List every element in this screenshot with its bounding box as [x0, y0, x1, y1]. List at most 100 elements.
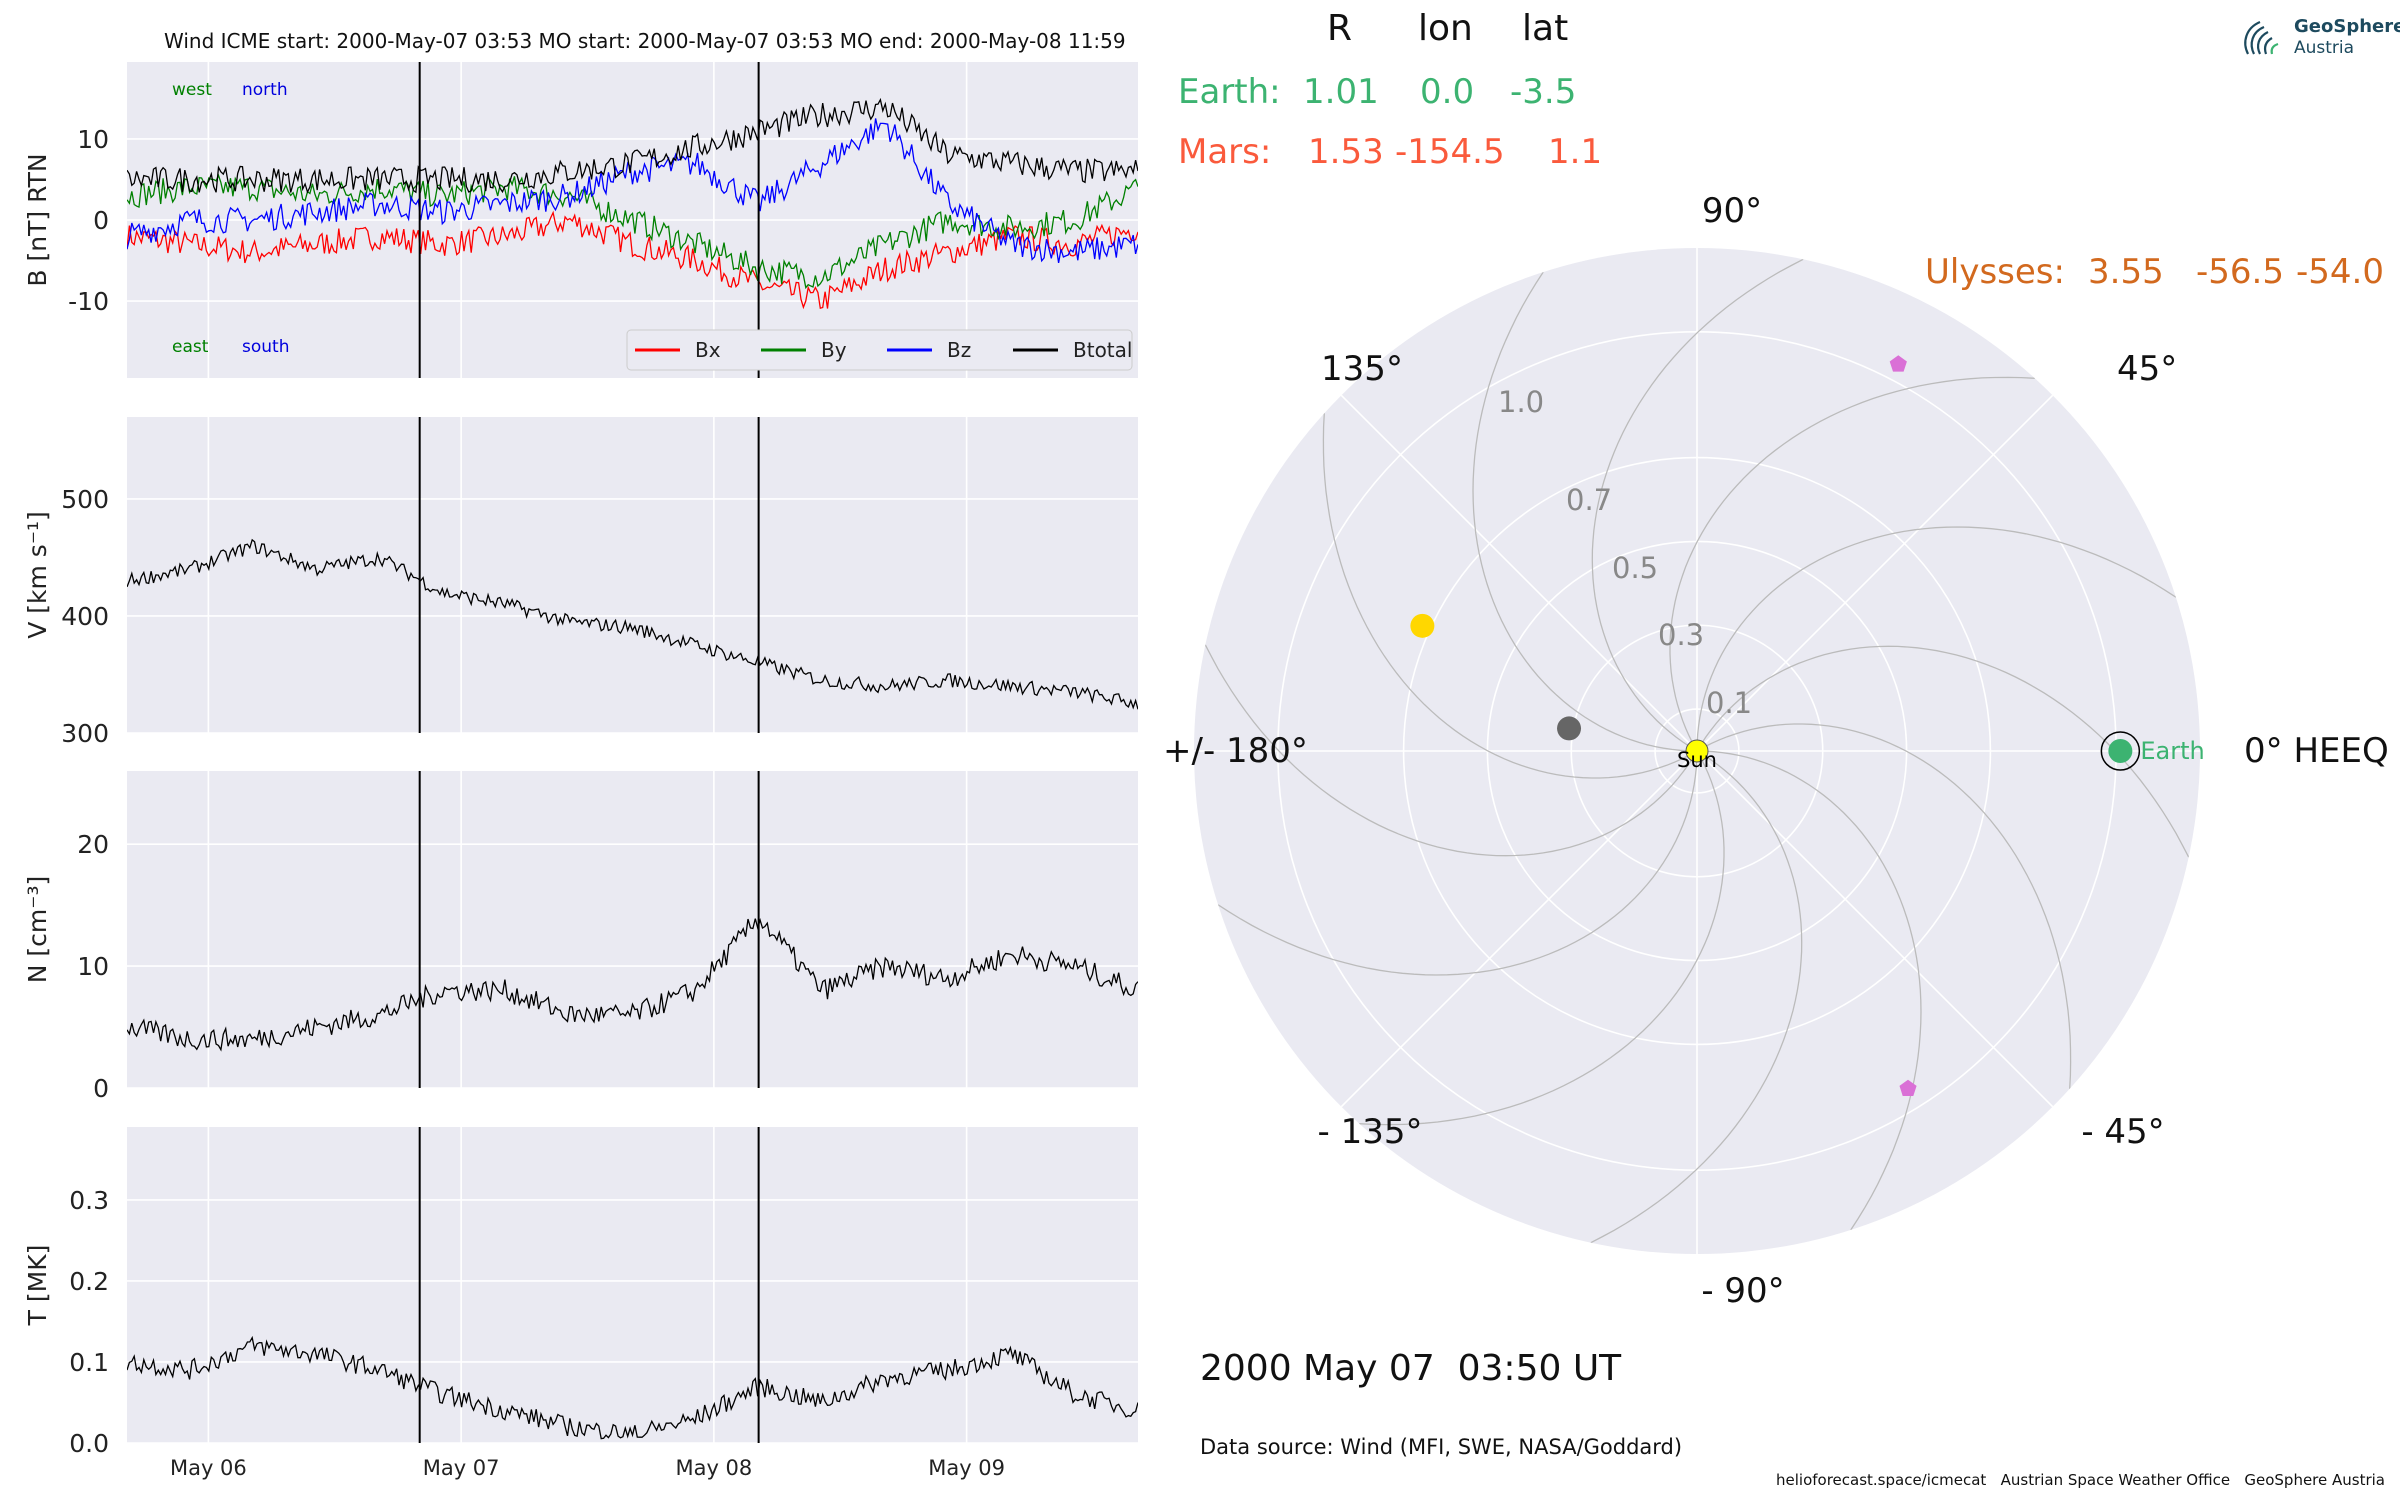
y-tick-label: 0	[93, 1074, 109, 1103]
angle-label: 90°	[1702, 191, 1762, 231]
point-spacecraft-upper	[1889, 355, 1907, 372]
series-line-By	[127, 173, 1138, 290]
table-header-lat: lat	[1522, 8, 1569, 49]
point-label-Sun: Sun	[1677, 748, 1717, 772]
series-line-Btotal	[127, 97, 1138, 194]
x-tick-label: May 09	[928, 1456, 1005, 1480]
ulysses-r: 3.55	[2088, 252, 2164, 292]
point-spacecraft-lower	[1899, 1079, 1917, 1096]
radial-label: 0.3	[1658, 618, 1704, 652]
timestamp: 2000 May 07 03:50 UT	[1200, 1348, 1622, 1389]
parker-spiral-6	[1472, 271, 1698, 752]
series-line-T	[127, 1335, 1138, 1440]
earth-lon: 0.0	[1420, 72, 1475, 112]
legend: Bx By Bz Btotal	[626, 329, 1133, 371]
parker-spiral-4	[1669, 376, 2035, 752]
point-venus	[1410, 613, 1435, 638]
parker-spiral-11	[1590, 750, 1803, 1244]
y-tick-label: 0	[93, 206, 109, 235]
earth-label: Earth:	[1178, 72, 1281, 112]
angle-label: 135°	[1321, 349, 1403, 389]
ulysses-lon: -56.5	[2196, 252, 2284, 292]
annotation-east: east	[172, 337, 209, 357]
y-tick-label: 20	[77, 830, 109, 859]
plot-area-N	[127, 771, 1138, 1088]
panel-T: 0.0 0.1 0.2 0.3 T [MK]	[23, 1127, 1138, 1458]
annotation-south: south	[242, 337, 289, 357]
x-tick-label: May 06	[170, 1456, 247, 1480]
credits: helioforecast.space/icmecat Austrian Spa…	[1776, 1471, 2386, 1489]
parker-spiral-3	[1696, 526, 2177, 752]
parker-spiral-1	[1696, 723, 2072, 1089]
point-mercury	[1557, 716, 1582, 741]
ulysses-lat: -54.0	[2296, 252, 2384, 292]
angle-label: - 135°	[1318, 1112, 1423, 1152]
parker-spiral-10	[1359, 750, 1725, 1126]
y-tick-label: 0.3	[69, 1186, 109, 1215]
radial-label: 1.0	[1498, 385, 1544, 419]
panel-N: 0 10 20 N [cm⁻³]	[23, 771, 1138, 1103]
spoke-5	[1340, 750, 1698, 1108]
legend-frame	[626, 329, 1133, 371]
ulysses-label: Ulysses:	[1925, 252, 2065, 292]
y-tick-label: 0.1	[69, 1348, 109, 1377]
earth-lat: -3.5	[1510, 72, 1577, 112]
panel-B: -10 0 10 B [nT] RTN	[23, 62, 1138, 378]
logo-sub: Austria	[2294, 38, 2355, 58]
x-tick-label: May 07	[423, 1456, 500, 1480]
geosphere-logo: GeoSphere Austria	[2238, 14, 2400, 62]
mars-lon: -154.5	[1395, 132, 1505, 172]
spoke-1	[1696, 394, 2054, 752]
geosphere-logo-icon	[2244, 20, 2279, 55]
data-source: Data source: Wind (MFI, SWE, NASA/Goddar…	[1200, 1435, 1683, 1459]
mars-r: 1.53	[1308, 132, 1384, 172]
y-axis-label: B [nT] RTN	[23, 153, 52, 286]
y-tick-label: 500	[61, 485, 109, 514]
plot-area-T	[127, 1127, 1138, 1443]
spoke-3	[1340, 394, 1698, 752]
parker-spiral-7	[1322, 413, 1698, 779]
table-header-lon: lon	[1418, 8, 1473, 49]
legend-label-Bx: Bx	[695, 338, 721, 362]
y-axis-label: V [km s⁻¹]	[23, 511, 52, 639]
angle-label: +/- 180°	[1163, 731, 1308, 771]
mars-label: Mars:	[1178, 132, 1272, 172]
y-tick-label: 0.0	[69, 1429, 109, 1458]
y-tick-label: 0.2	[69, 1267, 109, 1296]
y-tick-label: 10	[77, 125, 109, 154]
earth-r: 1.01	[1303, 72, 1379, 112]
y-tick-label: 300	[61, 719, 109, 748]
series-line-Bz	[127, 118, 1138, 264]
annotation-west: west	[172, 80, 212, 100]
y-axis-label: N [cm⁻³]	[23, 876, 52, 983]
point-Earth	[2108, 739, 2133, 763]
angle-label: 0° HEEQ	[2244, 731, 2389, 771]
logo-name: GeoSphere	[2294, 16, 2400, 37]
parker-spiral-5	[1591, 258, 1804, 752]
series-line-Bx	[127, 210, 1138, 310]
legend-label-Btotal: Btotal	[1073, 338, 1132, 362]
angle-label: 45°	[2117, 349, 2177, 389]
series-line-N	[127, 917, 1138, 1052]
table-header-r: R	[1327, 8, 1353, 49]
plot-area-V	[127, 417, 1138, 733]
angle-label: - 45°	[2081, 1112, 2164, 1152]
annotation-north: north	[242, 80, 288, 100]
parker-spiral-0	[1696, 750, 1922, 1231]
parker-spiral-8	[1204, 644, 1698, 857]
radial-label: 0.1	[1706, 686, 1752, 720]
point-Earth-ring	[2100, 731, 2141, 771]
panel-V: 300 400 500 V [km s⁻¹]	[23, 417, 1138, 748]
y-tick-label: 400	[61, 602, 109, 631]
angle-label: - 90°	[1701, 1271, 1784, 1311]
legend-label-Bz: Bz	[947, 338, 971, 362]
parker-spiral-9	[1217, 750, 1698, 976]
y-tick-label: -10	[68, 287, 109, 316]
series-line-V	[127, 538, 1138, 710]
polar-plot: 0.10.30.50.7 1.0 0° HEEQ 45° 90° 135° +/- 180°…	[1163, 191, 2389, 1311]
radial-label: 0.5	[1612, 551, 1658, 585]
point-Sun	[1685, 739, 1709, 763]
x-tick-label: May 08	[675, 1456, 752, 1480]
